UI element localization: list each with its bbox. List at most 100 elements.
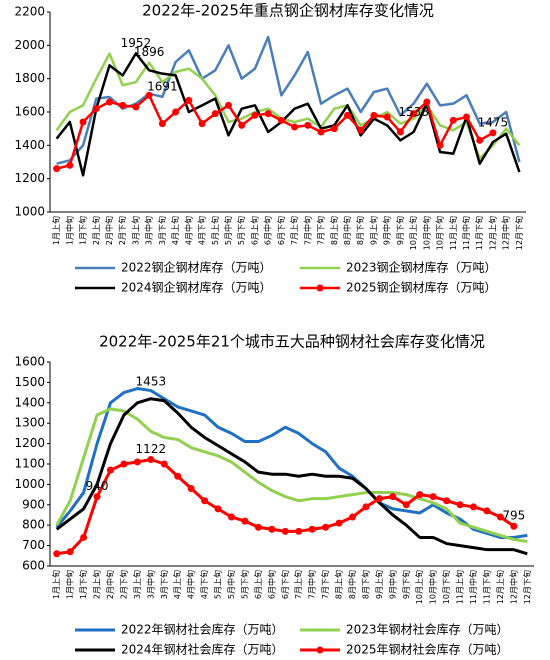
series-line	[55, 52, 521, 177]
legend-label: 2022钢企钢材库存（万吨）	[121, 260, 272, 275]
x-tick-label: 5月中旬	[226, 570, 236, 599]
x-tick-label: 11月中旬	[468, 570, 478, 604]
series-marker	[79, 118, 87, 126]
x-tick-label: 4月上旬	[172, 570, 182, 599]
x-tick-label: 10月中旬	[421, 216, 431, 250]
x-tick-label: 7月中旬	[302, 216, 312, 245]
y-tick-label: 2200	[14, 5, 45, 19]
x-tick-label: 7月下旬	[320, 570, 330, 599]
series-marker	[53, 550, 61, 558]
series-marker	[187, 484, 195, 492]
legend-label: 2022年钢材社会库存（万吨）	[121, 622, 284, 637]
y-tick-label: 1100	[14, 457, 45, 471]
series-marker	[416, 491, 424, 499]
x-tick-label: 10月下旬	[441, 570, 451, 604]
x-tick-label: 11月上旬	[455, 570, 465, 604]
x-tick-label: 9月中旬	[387, 570, 397, 599]
series-marker	[225, 101, 232, 109]
series-marker	[402, 501, 410, 509]
x-tick-label: 11月上旬	[448, 216, 458, 250]
series-marker	[470, 503, 477, 511]
series-marker	[335, 519, 343, 527]
x-tick-label: 9月下旬	[395, 216, 405, 245]
series-marker	[308, 525, 316, 533]
legend-label: 2025年钢材社会库存（万吨）	[346, 642, 509, 657]
series-marker	[304, 121, 312, 129]
y-tick-label: 1200	[14, 171, 45, 185]
series-marker	[174, 472, 182, 480]
series-marker	[93, 493, 101, 501]
series-marker	[396, 128, 404, 136]
x-tick-label: 4月上旬	[170, 216, 180, 245]
x-tick-label: 12月下旬	[514, 216, 524, 250]
series-marker	[456, 501, 464, 509]
series-marker	[120, 460, 128, 468]
series-marker	[254, 523, 262, 531]
x-tick-label: 3月中旬	[145, 570, 155, 599]
x-tick-label: 3月下旬	[157, 216, 167, 245]
x-tick-label: 10月上旬	[414, 570, 424, 604]
series-line	[55, 387, 528, 539]
series-marker	[344, 111, 351, 119]
series-marker	[66, 161, 74, 169]
series-marker	[268, 525, 276, 533]
x-tick-label: 7月上旬	[289, 216, 299, 245]
annotation: 940	[86, 479, 109, 493]
series-marker	[241, 517, 249, 525]
series-marker	[423, 98, 431, 106]
x-tick-label: 1月上旬	[51, 570, 61, 599]
y-tick-label: 700	[22, 538, 45, 552]
series-marker	[211, 110, 219, 118]
series-marker	[107, 466, 114, 474]
series-marker	[251, 111, 259, 119]
y-tick-label: 2000	[14, 38, 45, 52]
x-tick-label: 9月下旬	[401, 570, 411, 599]
series-marker	[147, 456, 155, 464]
series-marker	[238, 121, 246, 129]
x-tick-label: 11月中旬	[461, 216, 471, 250]
series-marker	[496, 513, 504, 521]
series-marker	[389, 493, 397, 501]
series-marker	[330, 125, 338, 133]
x-tick-label: 1月上旬	[51, 216, 61, 245]
series-marker	[198, 120, 206, 128]
series-marker	[133, 458, 141, 466]
legend-marker	[316, 284, 324, 292]
x-tick-label: 12月中旬	[501, 216, 511, 250]
x-tick-label: 4月下旬	[197, 216, 207, 245]
series-marker	[436, 141, 444, 149]
x-tick-label: 10月上旬	[408, 216, 418, 250]
annotation: 1122	[136, 442, 167, 456]
legend-label: 2023钢企钢材库存（万吨）	[346, 260, 497, 275]
x-tick-label: 7月上旬	[293, 570, 303, 599]
x-tick-label: 7月下旬	[316, 216, 326, 245]
series-line	[55, 397, 528, 556]
x-tick-label: 8月下旬	[355, 216, 365, 245]
x-tick-label: 3月中旬	[144, 216, 154, 245]
series-marker	[158, 120, 166, 128]
annotation: 795	[502, 509, 525, 523]
x-tick-label: 1月中旬	[64, 216, 74, 245]
y-tick-label: 1000	[14, 205, 45, 219]
x-tick-label: 8月上旬	[334, 570, 344, 599]
series-marker	[322, 523, 330, 531]
y-tick-label: 600	[22, 559, 45, 573]
x-tick-label: 8月上旬	[329, 216, 339, 245]
series-marker	[92, 105, 100, 113]
series-marker	[264, 110, 272, 118]
x-tick-label: 5月下旬	[236, 216, 246, 245]
legend-label: 2024年钢材社会库存（万吨）	[121, 642, 284, 657]
y-tick-label: 1200	[14, 436, 45, 450]
legend-marker	[316, 646, 324, 654]
series-marker	[66, 548, 74, 556]
x-tick-label: 10月下旬	[435, 216, 445, 250]
x-tick-label: 4月下旬	[199, 570, 209, 599]
x-tick-label: 3月下旬	[159, 570, 169, 599]
series-marker	[510, 522, 518, 530]
series-marker	[277, 116, 285, 124]
series-marker	[375, 495, 383, 503]
x-tick-label: 12月上旬	[487, 216, 497, 250]
series-marker	[145, 91, 153, 99]
y-tick-label: 1300	[14, 416, 45, 430]
